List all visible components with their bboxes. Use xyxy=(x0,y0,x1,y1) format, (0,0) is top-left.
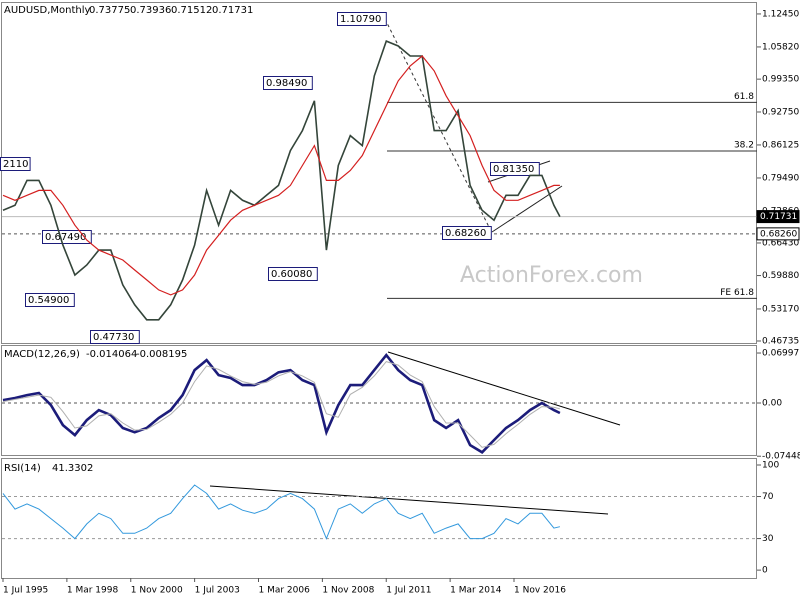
annotation-box xyxy=(268,267,318,281)
annotation-box xyxy=(42,230,92,244)
y-tick-label: 0.79490 xyxy=(762,173,799,183)
x-tick-label: 1 Nov 2008 xyxy=(322,586,374,596)
rsi-trend-line xyxy=(209,485,609,515)
annotation-box xyxy=(25,293,75,307)
y-tick-label: 0.069977 xyxy=(762,349,800,359)
annotation-box xyxy=(0,157,31,171)
trend-line xyxy=(384,18,493,234)
macd-panel xyxy=(1,345,757,456)
rsi-readout: 41.3302 xyxy=(52,463,93,474)
series-line xyxy=(2,55,560,296)
y-tick-label: 0 xyxy=(762,566,768,576)
annotation-box xyxy=(490,162,540,176)
x-tick-label: 1 Jul 1995 xyxy=(3,586,48,596)
annotation-box xyxy=(337,12,387,26)
watermark: ActionForex.com xyxy=(460,263,643,288)
annotation: 0.81350 xyxy=(493,164,534,175)
y-tick-label: 1.12450 xyxy=(762,9,799,19)
price-box xyxy=(756,210,800,224)
annotation: 0.54900 xyxy=(28,295,69,306)
price-box xyxy=(756,227,800,241)
annotation: 0.68260 xyxy=(445,228,486,239)
rsi-title: RSI(14) xyxy=(4,463,41,474)
annotation: 0.67490 xyxy=(45,232,86,243)
fib-label: FE 61.8 xyxy=(720,288,754,298)
rsi-panel xyxy=(1,458,757,579)
macd-trend-line xyxy=(387,351,621,426)
price-label: 0.68260 xyxy=(760,229,797,239)
x-tick-label: 1 Mar 2006 xyxy=(259,586,311,596)
y-tick-label: 0.92750 xyxy=(762,107,799,117)
y-tick-label: 0.00 xyxy=(762,399,782,409)
ohlc: 0.73775 xyxy=(89,5,130,16)
annotation: 0.47730 xyxy=(93,332,134,343)
y-tick-label: 0.66430 xyxy=(762,238,799,248)
y-tick-label: 30 xyxy=(762,534,774,544)
macd-readout: -0.008195 xyxy=(136,349,187,360)
annotation: 0.60080 xyxy=(271,269,312,280)
annotation-box xyxy=(90,330,140,344)
ohlc: 0.71512 xyxy=(171,5,212,16)
y-tick-label: 0.99350 xyxy=(762,75,799,85)
price-panel xyxy=(1,2,757,344)
fib-label: 61.8 xyxy=(734,92,754,102)
x-tick-label: 1 Mar 1998 xyxy=(67,586,119,596)
ohlc: 0.73936 xyxy=(130,5,171,16)
series-line xyxy=(2,361,561,448)
macd-readout: -0.014064 xyxy=(86,349,137,360)
series-line xyxy=(2,353,561,454)
channel-line xyxy=(491,185,563,233)
x-tick-label: 1 Mar 2014 xyxy=(450,586,502,596)
macd-title: MACD(12,26,9) xyxy=(4,349,80,360)
annotation: 0.98490 xyxy=(266,78,307,89)
title: AUDUSD,Monthly xyxy=(4,5,91,16)
y-tick-label: 70 xyxy=(762,492,774,502)
x-tick-label: 1 Nov 2016 xyxy=(514,586,566,596)
y-tick-label: 100 xyxy=(762,460,779,470)
annotation-box xyxy=(263,76,313,90)
price-label: 0.71731 xyxy=(760,212,797,222)
annotation: 1.10790 xyxy=(340,14,381,25)
y-tick-label: 1.05820 xyxy=(762,42,799,52)
series-line xyxy=(2,484,561,540)
fib-label: 38.2 xyxy=(734,141,754,151)
annotation-box xyxy=(442,226,492,240)
y-tick-label: 0.46735 xyxy=(762,336,799,346)
annotation: 2110 xyxy=(3,159,28,170)
y-tick-label: -0.074486 xyxy=(762,452,800,462)
series-line xyxy=(2,40,561,321)
x-tick-label: 1 Jul 2011 xyxy=(386,586,431,596)
x-tick-label: 1 Nov 2000 xyxy=(131,586,183,596)
x-tick-label: 1 Jul 2003 xyxy=(195,586,240,596)
y-tick-label: 0.53170 xyxy=(762,304,799,314)
ohlc: 0.71731 xyxy=(212,5,253,16)
y-tick-label: 0.59880 xyxy=(762,271,799,281)
y-tick-label: 0.86125 xyxy=(762,140,799,150)
